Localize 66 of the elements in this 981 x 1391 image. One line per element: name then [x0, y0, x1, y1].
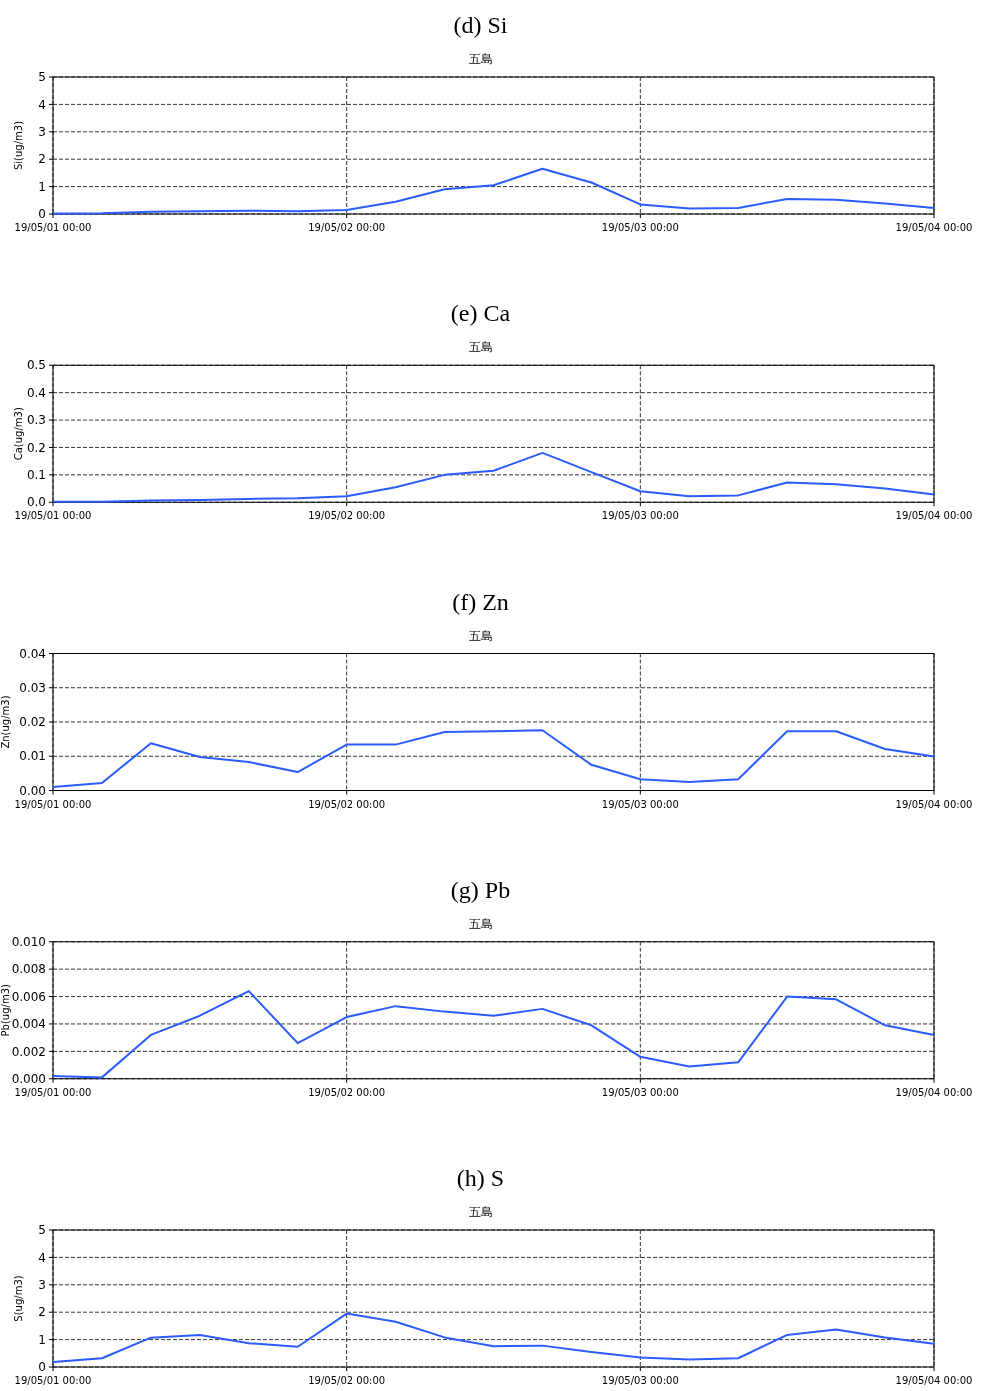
chart-subtitle: 五島	[468, 1205, 493, 1219]
y-tick-label: 3	[38, 125, 46, 139]
x-tick-label: 19/05/03 00:00	[601, 1375, 679, 1386]
y-tick-label: 0.0	[26, 495, 46, 510]
x-tick-label: 19/05/02 00:00	[308, 222, 386, 233]
x-tick-label: 19/05/02 00:00	[308, 510, 386, 522]
y-tick-label: 0	[38, 207, 46, 222]
y-tick-label: 0.03	[19, 680, 46, 695]
y-tick-label: 0.002	[11, 1044, 46, 1059]
y-axis-title: Si(ug/m3)	[13, 120, 24, 171]
x-tick-label: 19/05/01 00:00	[14, 798, 92, 810]
y-tick-label: 0.5	[26, 358, 46, 373]
x-tick-label: 19/05/03 00:00	[601, 222, 679, 233]
y-tick-label: 3	[38, 1278, 46, 1292]
y-tick-label: 0.02	[19, 715, 46, 730]
y-tick-label: 0.006	[11, 989, 46, 1004]
y-tick-label: 0.010	[11, 934, 46, 949]
y-tick-label: 0.2	[26, 440, 46, 455]
y-tick-label: 2	[38, 1305, 46, 1320]
x-tick-label: 19/05/04 00:00	[895, 1086, 973, 1098]
x-tick-label: 19/05/01 00:00	[14, 510, 92, 522]
chart-title: (h) S	[456, 1165, 505, 1191]
y-tick-label: 1	[38, 1332, 46, 1347]
chart-title: (g) Pb	[450, 876, 511, 903]
chart-subtitle: 五島	[468, 916, 493, 931]
x-tick-label: 19/05/03 00:00	[601, 798, 679, 810]
y-axis-title: Ca(ug/m3)	[13, 407, 24, 461]
y-axis-title: Pb(ug/m3)	[0, 983, 11, 1037]
x-tick-label: 19/05/01 00:00	[14, 222, 92, 233]
x-tick-label: 19/05/03 00:00	[601, 1086, 679, 1098]
y-tick-label: 5	[38, 1223, 46, 1238]
chart-title: (f) Zn	[452, 588, 509, 615]
y-tick-label: 0.000	[11, 1071, 46, 1086]
x-tick-label: 19/05/04 00:00	[895, 1375, 973, 1386]
y-tick-label: 0	[38, 1360, 46, 1375]
chart-title: (e) Ca	[450, 300, 511, 327]
y-tick-label: 2	[38, 152, 46, 167]
x-tick-label: 19/05/02 00:00	[308, 1086, 386, 1098]
y-tick-label: 1	[38, 179, 46, 194]
y-tick-label: 0.00	[19, 783, 46, 798]
x-tick-label: 19/05/01 00:00	[14, 1375, 92, 1386]
chart-subtitle: 五島	[468, 628, 493, 643]
chart-title: (d) Si	[453, 12, 508, 38]
y-tick-label: 4	[38, 1250, 46, 1265]
x-tick-label: 19/05/02 00:00	[308, 798, 386, 810]
y-tick-label: 0.3	[26, 413, 46, 428]
y-tick-label: 0.01	[19, 749, 46, 764]
line-series	[52, 1312, 935, 1364]
y-tick-label: 4	[38, 97, 46, 112]
x-tick-label: 19/05/04 00:00	[895, 798, 973, 810]
x-tick-label: 19/05/02 00:00	[308, 1375, 386, 1386]
x-tick-label: 19/05/04 00:00	[895, 222, 973, 233]
y-tick-label: 0.4	[26, 385, 46, 400]
line-series	[52, 729, 935, 789]
y-tick-label: 0.008	[11, 962, 46, 977]
chart-subtitle: 五島	[468, 52, 493, 66]
y-tick-label: 0.04	[19, 646, 46, 661]
x-tick-label: 19/05/04 00:00	[895, 510, 973, 522]
y-axis-title: Zn(ug/m3)	[0, 695, 11, 749]
chart-subtitle: 五島	[468, 340, 493, 355]
x-tick-label: 19/05/03 00:00	[601, 510, 679, 522]
y-tick-label: 0.004	[11, 1017, 46, 1032]
x-tick-label: 19/05/01 00:00	[14, 1086, 92, 1098]
y-tick-label: 5	[38, 70, 46, 85]
y-axis-title: S(ug/m3)	[13, 1275, 24, 1322]
y-tick-label: 0.1	[26, 468, 46, 483]
